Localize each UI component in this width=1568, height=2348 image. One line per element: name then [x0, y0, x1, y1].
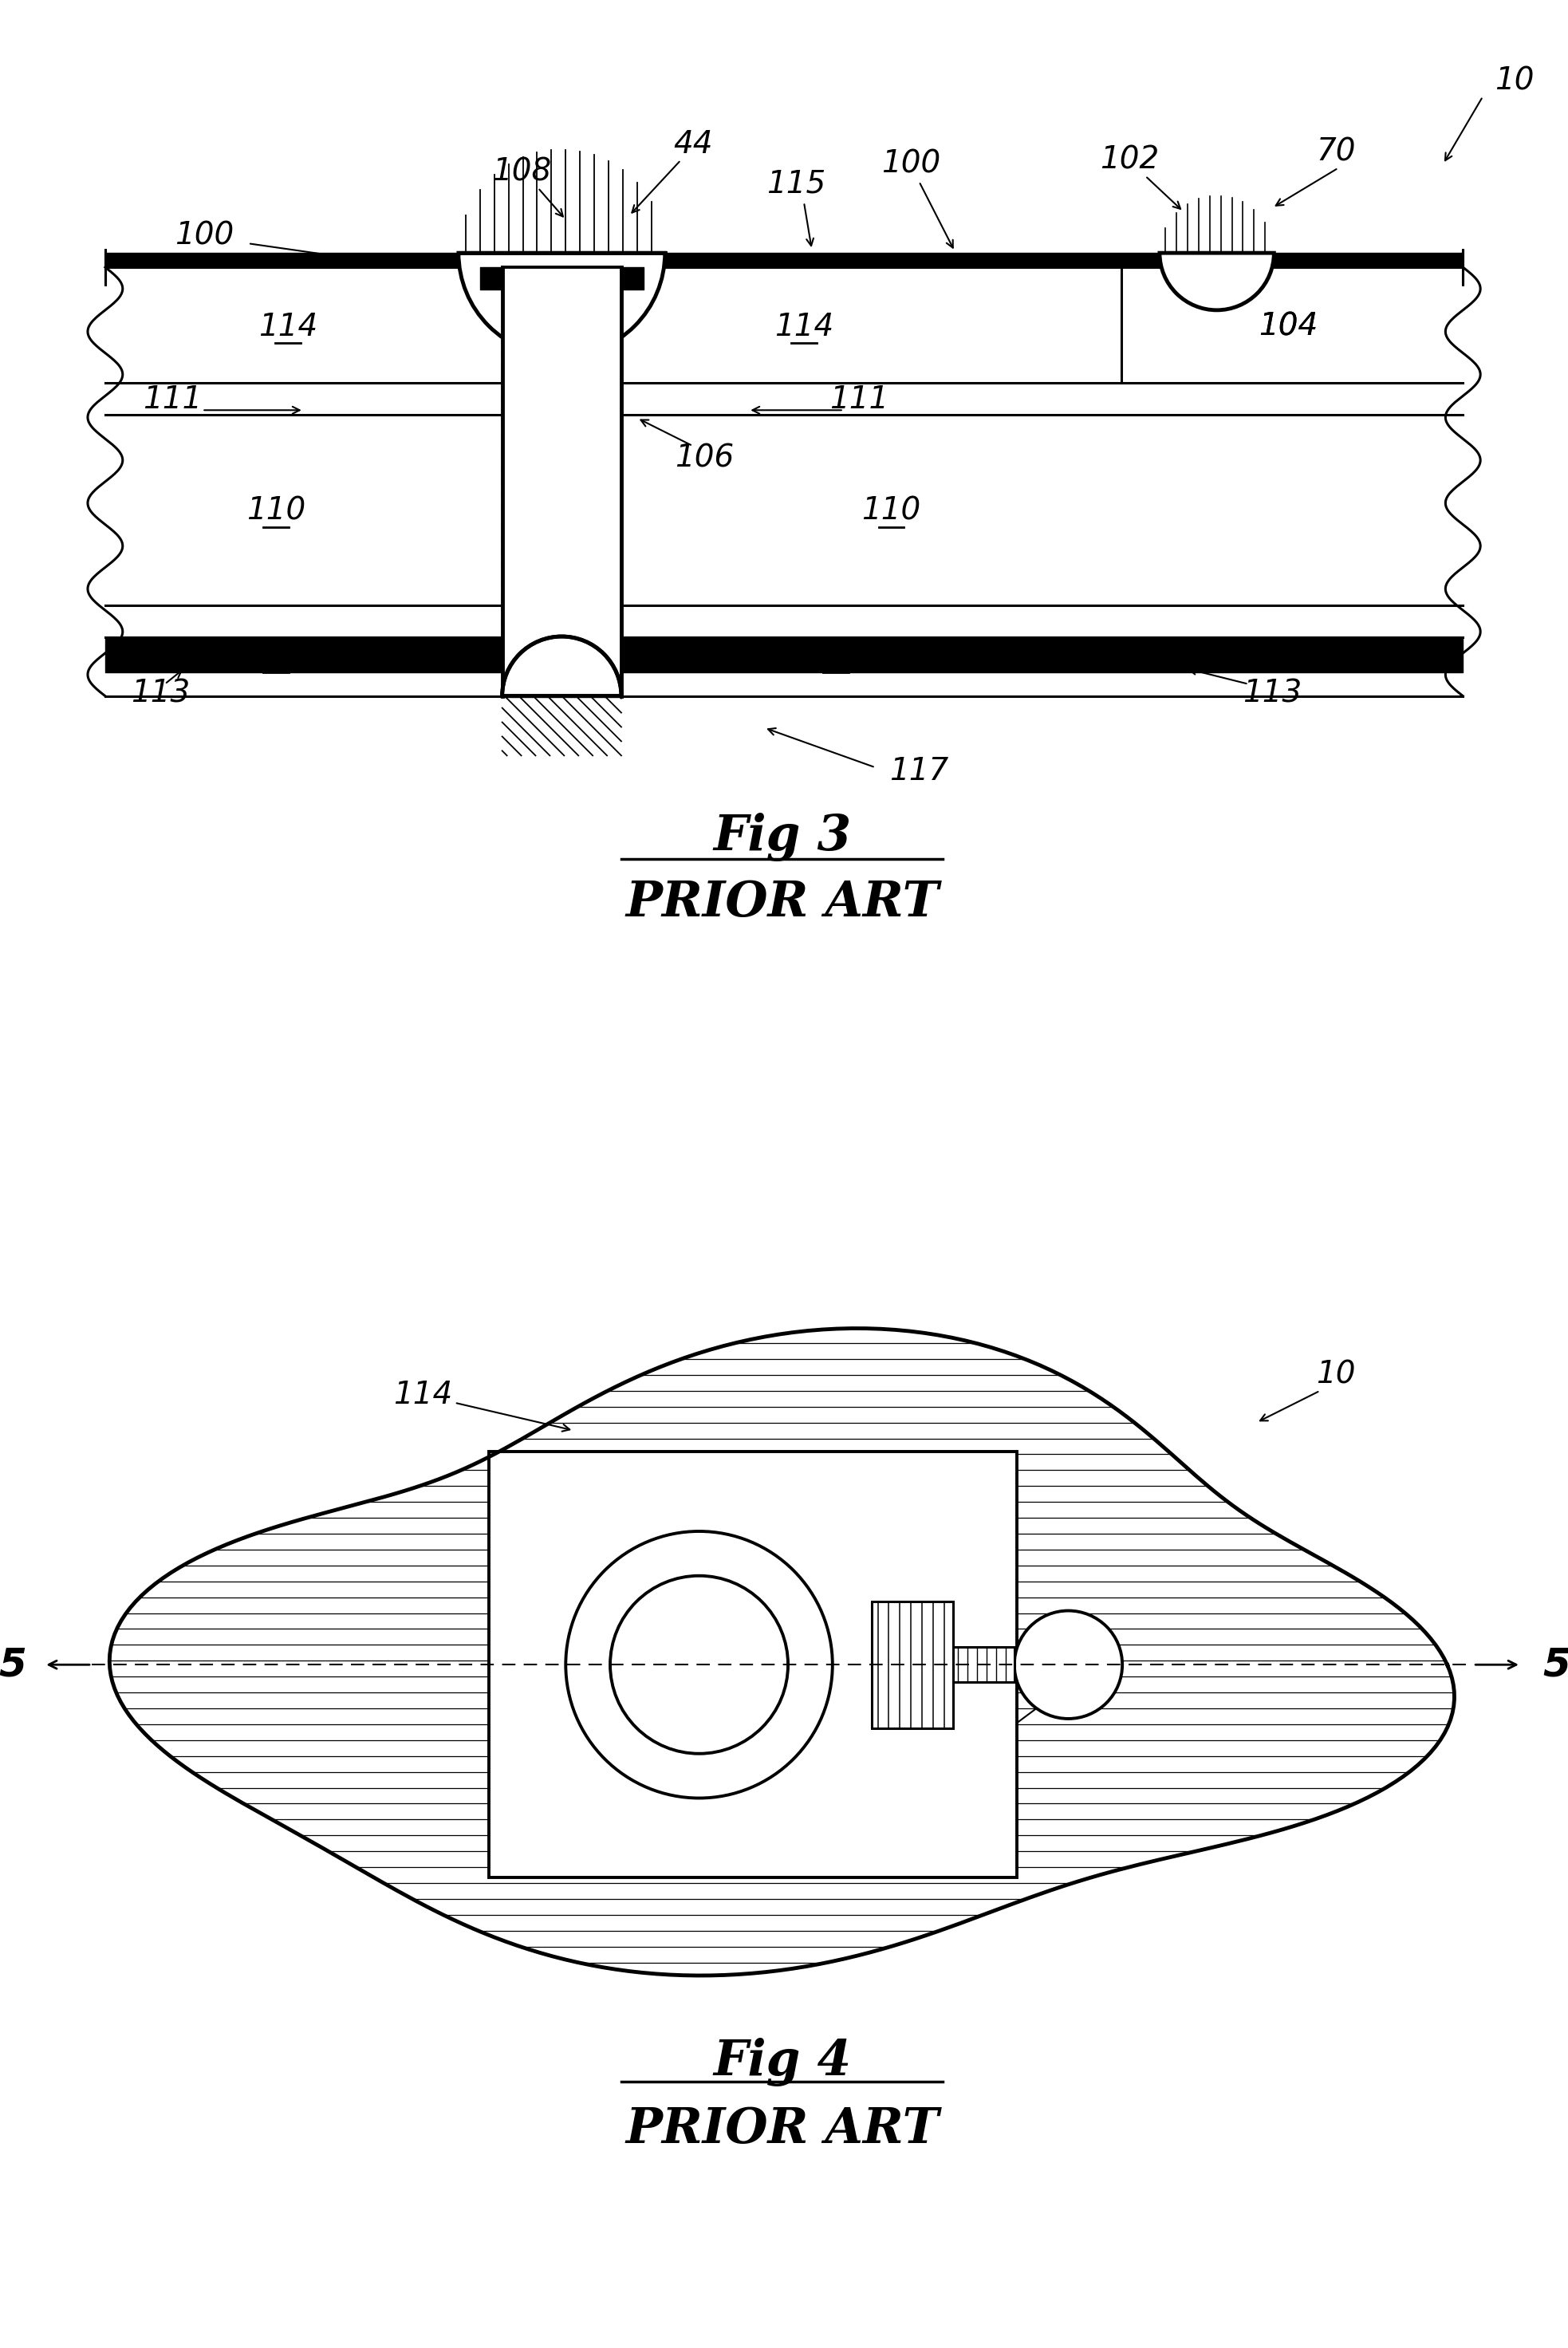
Text: 113: 113	[132, 679, 190, 709]
Text: 114: 114	[775, 312, 834, 343]
Text: 114: 114	[394, 1381, 453, 1409]
Circle shape	[566, 1531, 833, 1799]
Text: 44: 44	[673, 129, 712, 160]
Wedge shape	[1160, 254, 1273, 310]
Text: 112: 112	[806, 641, 866, 672]
Text: Fig 4: Fig 4	[713, 2038, 851, 2085]
Text: 130: 130	[538, 1573, 597, 1604]
Text: 115: 115	[767, 169, 826, 200]
Text: 5: 5	[0, 1646, 27, 1684]
Text: 112: 112	[246, 641, 306, 672]
Text: 70: 70	[1316, 136, 1356, 167]
Text: 102: 102	[1099, 146, 1159, 176]
Text: 106: 106	[676, 444, 734, 472]
Text: 10: 10	[1494, 66, 1534, 96]
Text: 108: 108	[492, 157, 552, 188]
Text: 114: 114	[259, 312, 317, 343]
Text: PRIOR ART: PRIOR ART	[626, 878, 939, 927]
Text: 100: 100	[174, 221, 234, 251]
Text: 111: 111	[143, 385, 202, 416]
Circle shape	[1014, 1611, 1123, 1719]
Text: 104: 104	[1259, 312, 1317, 343]
Text: 104: 104	[1259, 312, 1317, 343]
Bar	[502, 268, 621, 695]
Text: 100: 100	[881, 148, 941, 178]
Text: 18: 18	[867, 1533, 906, 1564]
Text: 117: 117	[889, 756, 949, 787]
Bar	[953, 1648, 1014, 1681]
Text: 100: 100	[939, 1752, 999, 1782]
Bar	[872, 1601, 953, 1728]
Text: 110: 110	[862, 495, 920, 526]
Text: 111: 111	[829, 385, 889, 416]
Wedge shape	[502, 636, 621, 695]
Bar	[489, 1451, 1016, 1878]
Text: 5: 5	[1543, 1646, 1568, 1684]
Text: PRIOR ART: PRIOR ART	[626, 2106, 939, 2153]
Circle shape	[610, 1576, 789, 1754]
Polygon shape	[110, 1329, 1455, 1975]
Text: 110: 110	[246, 495, 306, 526]
Text: Fig 3: Fig 3	[713, 812, 851, 862]
Text: 10: 10	[1316, 1359, 1356, 1390]
Wedge shape	[458, 254, 665, 357]
Text: 113: 113	[1243, 679, 1301, 709]
